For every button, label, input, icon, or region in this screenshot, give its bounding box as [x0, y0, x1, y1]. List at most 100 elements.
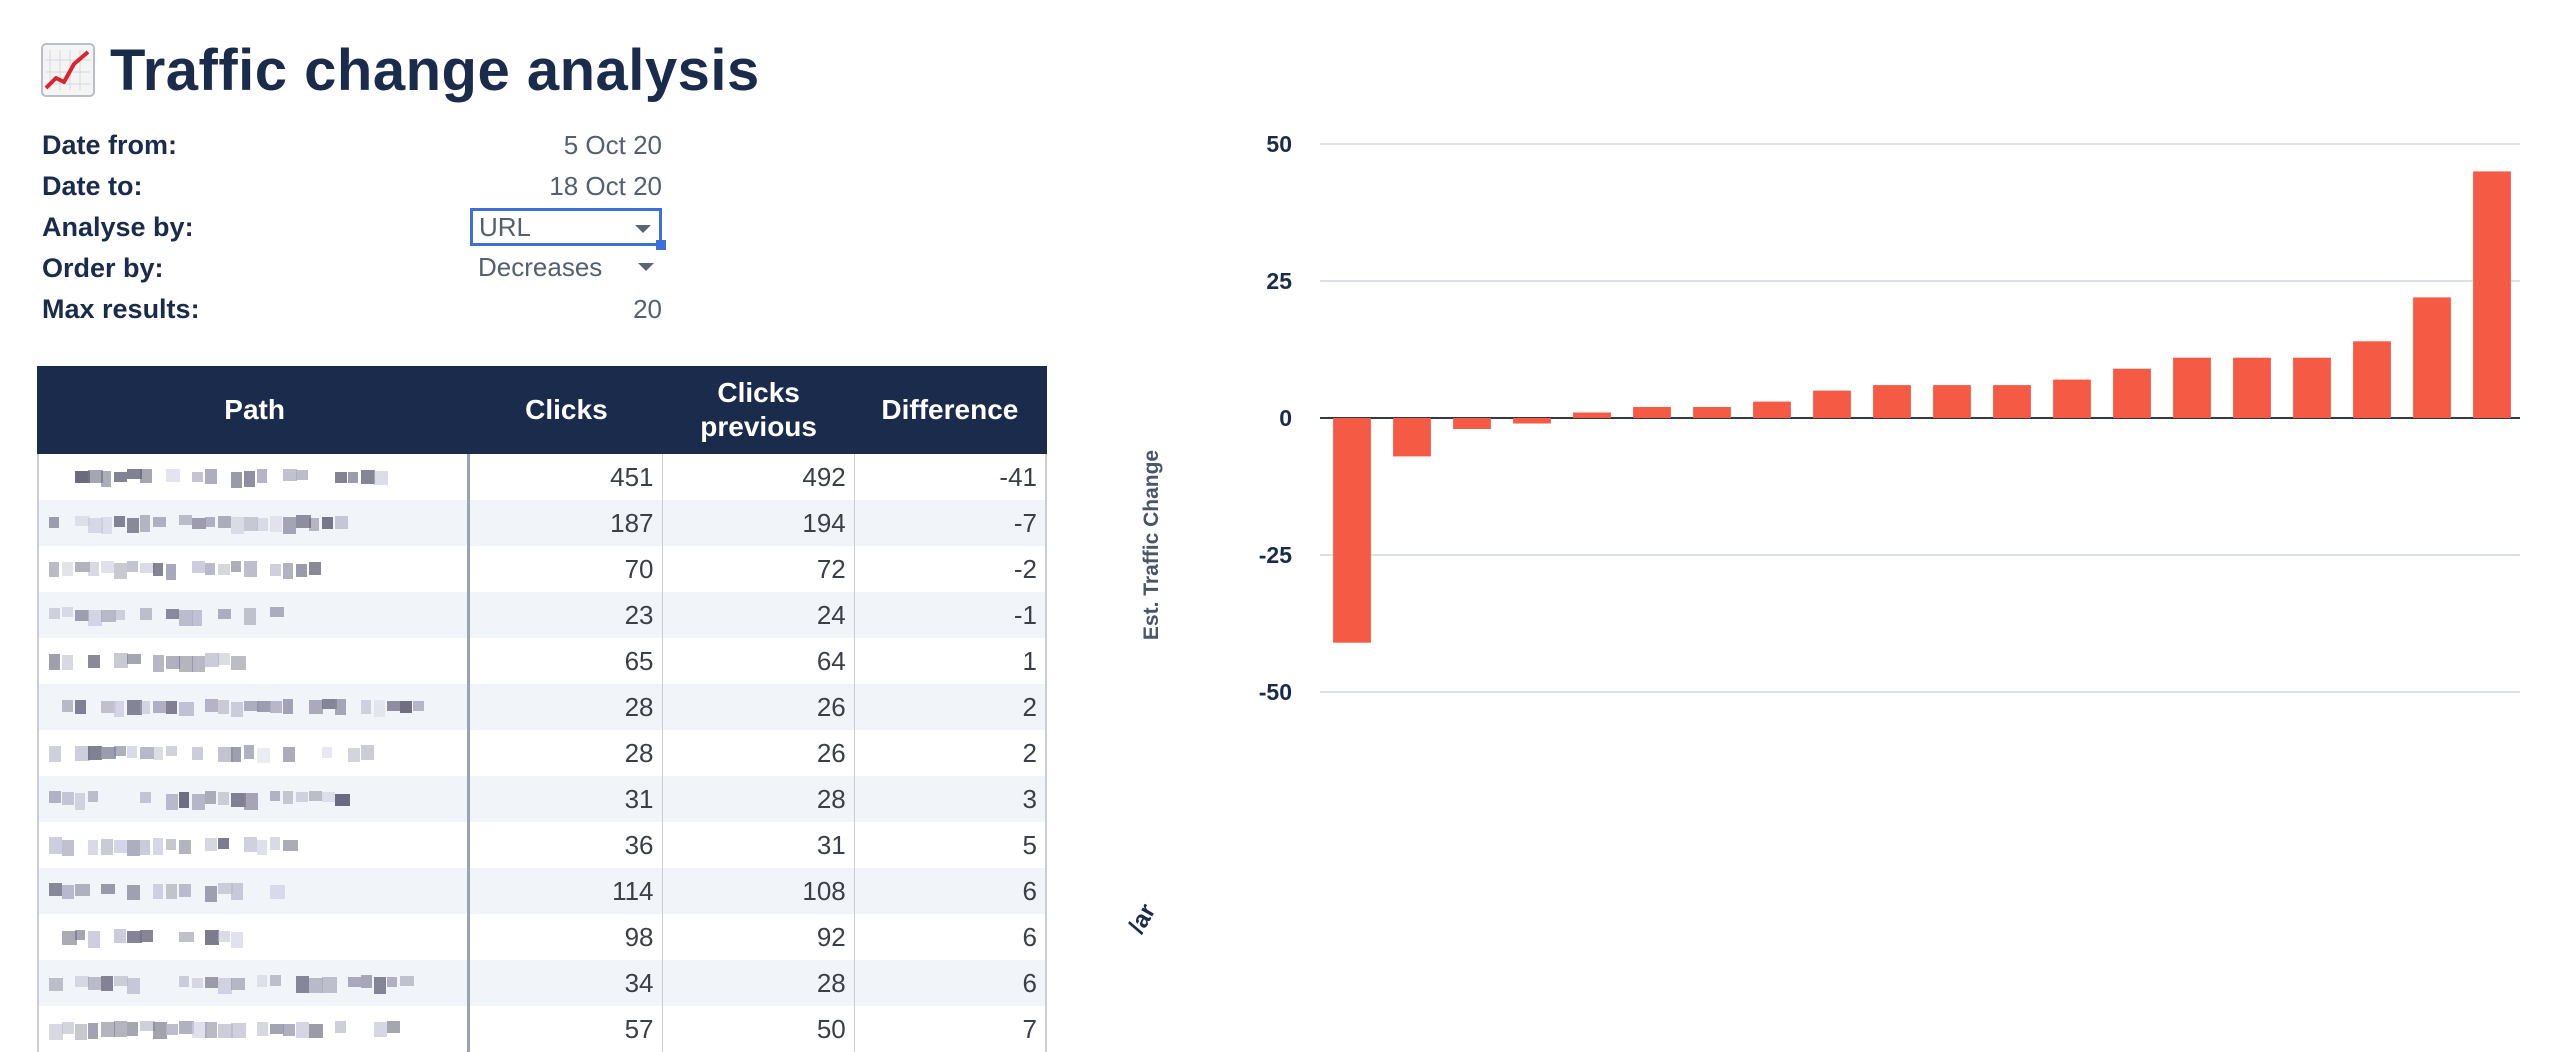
- chart-bar[interactable]: [2173, 357, 2211, 418]
- column-header-path[interactable]: Path: [224, 394, 285, 425]
- redacted-path-pixels: [49, 883, 285, 902]
- chart-bar[interactable]: [1573, 412, 1611, 419]
- clicks-cell[interactable]: 114: [470, 868, 663, 914]
- chart-bar[interactable]: [2233, 357, 2271, 418]
- chart-bar[interactable]: [2293, 357, 2331, 418]
- chart-bar[interactable]: [2053, 379, 2091, 418]
- path-cell-redacted[interactable]: [39, 776, 471, 822]
- table-row[interactable]: 31 28 3: [39, 776, 1045, 822]
- table-row[interactable]: 65 64 1: [39, 638, 1045, 684]
- max-results-value[interactable]: 20: [633, 294, 662, 324]
- clicks-previous-cell[interactable]: 28: [663, 960, 855, 1006]
- clicks-previous-cell[interactable]: 26: [663, 730, 855, 776]
- table-row[interactable]: 70 72 -2: [39, 546, 1045, 592]
- table-row[interactable]: 98 92 6: [39, 914, 1045, 960]
- difference-cell[interactable]: 7: [1022, 1013, 1037, 1044]
- difference-cell[interactable]: -41: [999, 461, 1037, 492]
- clicks-cell[interactable]: 57: [470, 1006, 663, 1052]
- path-cell-redacted[interactable]: [39, 592, 471, 638]
- difference-cell[interactable]: 2: [1022, 737, 1037, 768]
- table-row[interactable]: 28 26 2: [39, 684, 1045, 730]
- clicks-cell[interactable]: 98: [470, 914, 663, 960]
- chart-bar[interactable]: [1993, 385, 2031, 418]
- chart-bar[interactable]: [1453, 418, 1491, 429]
- chart-bar[interactable]: [1693, 407, 1731, 418]
- clicks-cell[interactable]: 451: [470, 454, 663, 500]
- difference-cell[interactable]: -7: [1013, 507, 1037, 538]
- difference-cell[interactable]: 1: [1022, 645, 1037, 676]
- clicks-cell[interactable]: 36: [470, 822, 663, 868]
- chevron-down-icon[interactable]: [638, 263, 654, 271]
- path-cell-redacted[interactable]: [39, 500, 471, 546]
- clicks-previous-cell[interactable]: 72: [663, 546, 855, 592]
- clicks-previous-cell[interactable]: 24: [663, 592, 855, 638]
- clicks-cell[interactable]: 34: [470, 960, 663, 1006]
- chart-bar[interactable]: [2353, 341, 2391, 418]
- clicks-cell[interactable]: 65: [470, 638, 663, 684]
- difference-cell[interactable]: 6: [1022, 875, 1037, 906]
- table-row[interactable]: 57 50 7: [39, 1006, 1045, 1052]
- chart-bar[interactable]: [1933, 385, 1971, 418]
- difference-cell[interactable]: 3: [1022, 783, 1037, 814]
- chart-bar[interactable]: [1393, 418, 1431, 457]
- difference-cell[interactable]: -1: [1013, 599, 1037, 630]
- clicks-previous-cell[interactable]: 31: [663, 822, 855, 868]
- analyse-by-select[interactable]: URL: [470, 208, 666, 250]
- chart-bar[interactable]: [1333, 418, 1371, 643]
- column-header-clicks[interactable]: Clicks: [525, 394, 608, 425]
- path-cell-redacted[interactable]: [39, 914, 471, 960]
- clicks-cell[interactable]: 28: [470, 730, 663, 776]
- column-header-difference[interactable]: Difference: [881, 394, 1019, 425]
- path-cell-redacted[interactable]: [39, 1006, 471, 1052]
- path-cell-redacted[interactable]: [39, 730, 471, 776]
- path-cell-redacted[interactable]: [39, 822, 471, 868]
- clicks-previous-cell[interactable]: 92: [663, 914, 855, 960]
- clicks-previous-cell[interactable]: 26: [663, 684, 855, 730]
- chevron-down-icon[interactable]: [635, 225, 651, 233]
- path-cell-redacted[interactable]: [39, 868, 471, 914]
- chart-bar[interactable]: [1513, 418, 1551, 424]
- date-from-value[interactable]: 5 Oct 20: [563, 130, 662, 160]
- page-title: Traffic change analysis: [110, 37, 760, 103]
- path-cell-redacted[interactable]: [39, 638, 471, 684]
- redacted-path-pixels: [49, 791, 350, 810]
- table-row[interactable]: 451 492 -41: [39, 454, 1045, 500]
- table-row[interactable]: 28 26 2: [39, 730, 1045, 776]
- chart-bar[interactable]: [1753, 401, 1791, 418]
- chart-bar[interactable]: [2473, 171, 2511, 418]
- path-cell-redacted[interactable]: [39, 454, 471, 500]
- clicks-cell[interactable]: 70: [470, 546, 663, 592]
- difference-cell[interactable]: 6: [1022, 921, 1037, 952]
- clicks-previous-cell[interactable]: 194: [663, 500, 855, 546]
- order-by-select[interactable]: Decreases: [470, 249, 662, 287]
- chart-bar[interactable]: [1873, 385, 1911, 418]
- clicks-previous-cell[interactable]: 50: [663, 1006, 855, 1052]
- fill-handle[interactable]: [656, 240, 666, 250]
- clicks-cell[interactable]: 187: [470, 500, 663, 546]
- clicks-cell[interactable]: 23: [470, 592, 663, 638]
- clicks-previous-cell[interactable]: 64: [663, 638, 855, 684]
- path-cell-redacted[interactable]: [39, 546, 471, 592]
- table-row[interactable]: 34 28 6: [39, 960, 1045, 1006]
- chart-bar[interactable]: [2113, 368, 2151, 418]
- table-row[interactable]: 114 108 6: [39, 868, 1045, 914]
- difference-cell[interactable]: -2: [1013, 553, 1037, 584]
- chart-bar[interactable]: [1633, 407, 1671, 418]
- column-header-clicks-previous[interactable]: Clicks previous: [700, 377, 817, 442]
- clicks-previous-cell[interactable]: 492: [663, 454, 855, 500]
- clicks-previous-cell[interactable]: 28: [663, 776, 855, 822]
- table-row[interactable]: 187 194 -7: [39, 500, 1045, 546]
- chart-bar[interactable]: [1813, 390, 1851, 418]
- table-row[interactable]: 36 31 5: [39, 822, 1045, 868]
- difference-cell[interactable]: 6: [1022, 967, 1037, 998]
- clicks-previous-cell[interactable]: 108: [663, 868, 855, 914]
- path-cell-redacted[interactable]: [39, 960, 471, 1006]
- difference-cell[interactable]: 5: [1022, 829, 1037, 860]
- table-row[interactable]: 23 24 -1: [39, 592, 1045, 638]
- path-cell-redacted[interactable]: [39, 684, 471, 730]
- date-to-value[interactable]: 18 Oct 20: [549, 171, 662, 201]
- chart-bar[interactable]: [2413, 297, 2451, 418]
- difference-cell[interactable]: 2: [1022, 691, 1037, 722]
- clicks-cell[interactable]: 31: [470, 776, 663, 822]
- clicks-cell[interactable]: 28: [470, 684, 663, 730]
